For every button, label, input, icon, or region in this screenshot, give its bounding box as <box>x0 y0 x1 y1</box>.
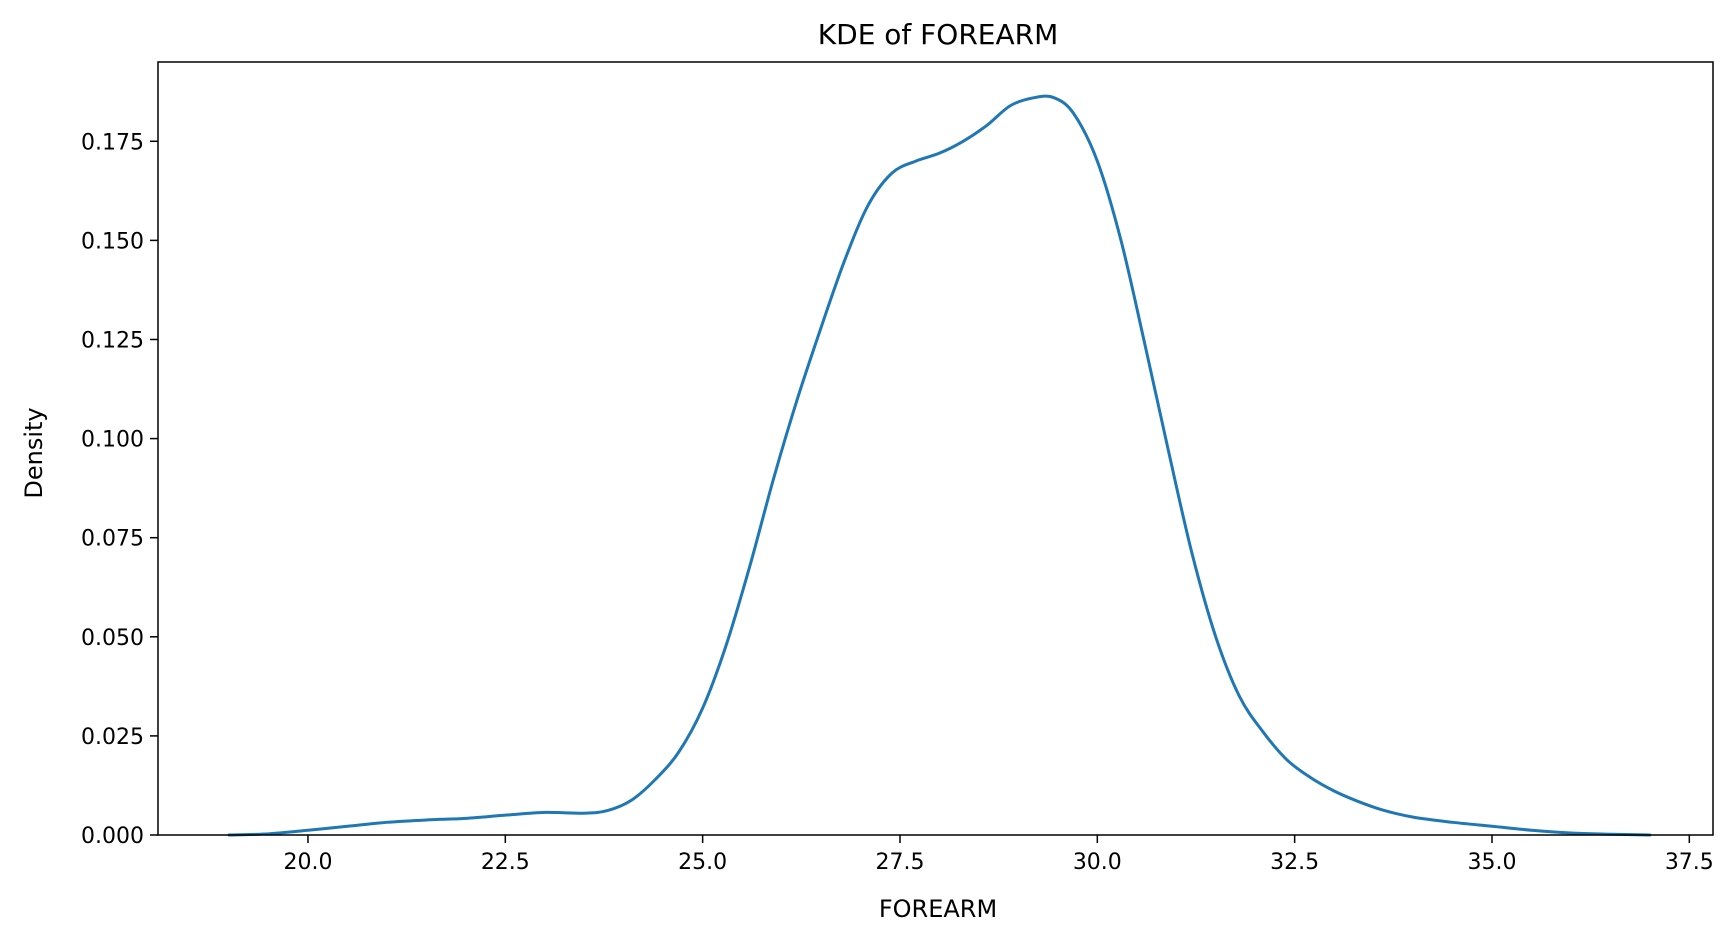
y-tick-label: 0.150 <box>81 229 144 254</box>
x-axis-ticks: 20.0 22.5 25.0 27.5 30.0 32.5 35.0 37.5 <box>283 835 1714 875</box>
kde-series-line <box>227 94 1652 837</box>
y-axis-label: Density <box>20 407 48 498</box>
x-tick-label: 37.5 <box>1665 850 1714 875</box>
x-tick-label: 32.5 <box>1270 850 1319 875</box>
y-tick-label: 0.125 <box>81 328 144 353</box>
y-tick-label: 0.100 <box>81 428 144 453</box>
y-axis-ticks: 0.000 0.025 0.050 0.075 0.100 0.125 0.150 0.175 <box>81 130 158 849</box>
y-tick-label: 0.075 <box>81 527 144 552</box>
x-tick-label: 22.5 <box>481 850 530 875</box>
x-axis-label: FOREARM <box>879 895 997 923</box>
y-tick-label: 0.175 <box>81 130 144 155</box>
x-tick-label: 20.0 <box>283 850 332 875</box>
y-tick-label: 0.025 <box>81 725 144 750</box>
y-tick-label: 0.050 <box>81 626 144 651</box>
x-tick-label: 25.0 <box>678 850 727 875</box>
x-tick-label: 30.0 <box>1073 850 1122 875</box>
plot-frame <box>157 61 1714 836</box>
y-tick-label: 0.000 <box>81 824 144 849</box>
x-tick-label: 35.0 <box>1467 850 1516 875</box>
chart-title: KDE of FOREARM <box>818 18 1058 51</box>
x-tick-label: 27.5 <box>875 850 924 875</box>
